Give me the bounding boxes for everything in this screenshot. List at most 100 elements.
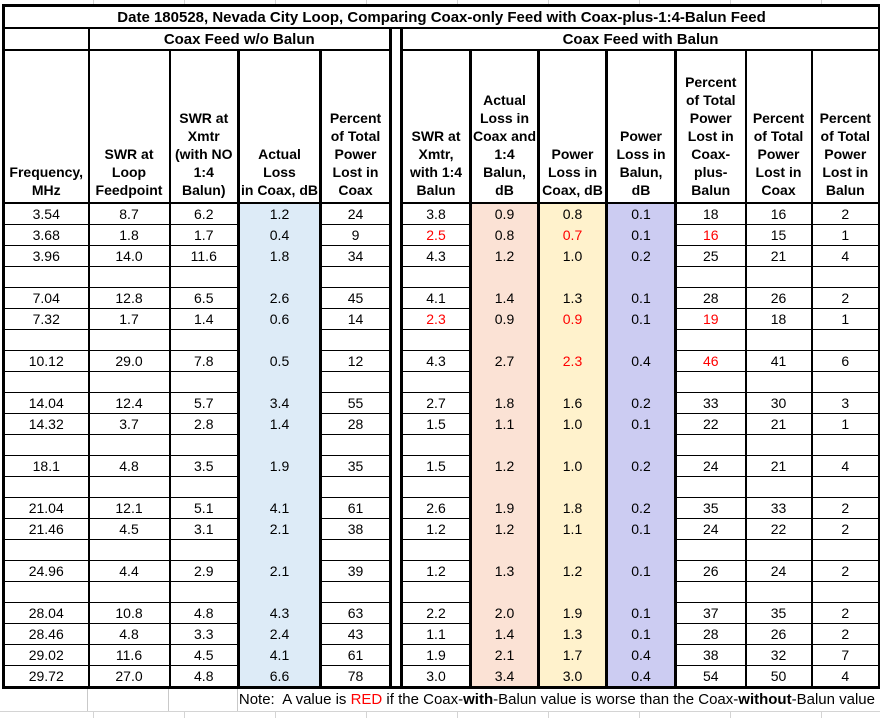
pct-lost-balun-cell[interactable]: [810, 371, 880, 393]
pct-lost-coax-cell[interactable]: 32: [744, 644, 813, 666]
frequency-cell[interactable]: 3.68: [2, 224, 90, 246]
pct-lost-coax-plus-balun-cell[interactable]: 28: [674, 623, 747, 645]
pct-lost-coax-plus-balun-cell[interactable]: [674, 371, 747, 393]
pct-power-lost-coax-cell[interactable]: 61: [319, 497, 392, 519]
pct-power-lost-coax-cell[interactable]: 38: [319, 518, 392, 540]
actual-loss-coax-balun-cell[interactable]: 1.3: [469, 560, 540, 582]
swr-xmtr-no-balun-cell[interactable]: 1.4: [168, 308, 240, 330]
power-loss-balun-cell[interactable]: 0.1: [605, 602, 677, 624]
column-header-swr-xmtr-balun[interactable]: SWR at Xmtr, with 1:4 Balun: [400, 49, 472, 204]
power-loss-balun-cell[interactable]: [605, 476, 677, 498]
pct-power-lost-coax-cell[interactable]: 9: [319, 224, 392, 246]
pct-power-lost-coax-cell[interactable]: 55: [319, 392, 392, 414]
pct-lost-coax-plus-balun-cell[interactable]: 25: [674, 245, 747, 267]
column-header-swr-loop-feedpoint[interactable]: SWR at Loop Feedpoint: [87, 49, 171, 204]
actual-loss-coax-cell[interactable]: 0.4: [237, 224, 322, 246]
swr-loop-feedpoint-cell[interactable]: 1.8: [87, 224, 171, 246]
power-loss-coax-cell[interactable]: [537, 371, 608, 393]
frequency-cell[interactable]: [2, 476, 90, 498]
power-loss-coax-cell[interactable]: 1.3: [537, 623, 608, 645]
swr-xmtr-no-balun-cell[interactable]: [168, 581, 240, 603]
frequency-cell[interactable]: 18.1: [2, 455, 90, 477]
actual-loss-coax-cell[interactable]: 4.1: [237, 644, 322, 666]
actual-loss-coax-balun-cell[interactable]: [469, 266, 540, 288]
swr-xmtr-no-balun-cell[interactable]: 5.1: [168, 497, 240, 519]
pct-lost-coax-plus-balun-cell[interactable]: 26: [674, 560, 747, 582]
swr-xmtr-balun-cell[interactable]: 1.5: [400, 413, 472, 435]
pct-lost-coax-cell[interactable]: [744, 434, 813, 456]
actual-loss-coax-cell[interactable]: 1.4: [237, 413, 322, 435]
power-loss-coax-cell[interactable]: [537, 539, 608, 561]
pct-lost-balun-cell[interactable]: [810, 434, 880, 456]
pct-lost-coax-plus-balun-cell[interactable]: 33: [674, 392, 747, 414]
swr-loop-feedpoint-cell[interactable]: [87, 539, 171, 561]
power-loss-balun-cell[interactable]: [605, 434, 677, 456]
swr-loop-feedpoint-cell[interactable]: [87, 434, 171, 456]
pct-power-lost-coax-cell[interactable]: [319, 371, 392, 393]
actual-loss-coax-balun-cell[interactable]: 1.8: [469, 392, 540, 414]
power-loss-coax-cell[interactable]: [537, 329, 608, 351]
pct-power-lost-coax-cell[interactable]: 45: [319, 287, 392, 309]
pct-power-lost-coax-cell[interactable]: [319, 434, 392, 456]
group-header-with-balun[interactable]: Coax Feed with Balun: [400, 27, 880, 51]
actual-loss-coax-cell[interactable]: [237, 329, 322, 351]
frequency-cell[interactable]: 28.04: [2, 602, 90, 624]
actual-loss-coax-cell[interactable]: [237, 581, 322, 603]
pct-lost-coax-cell[interactable]: [744, 266, 813, 288]
pct-lost-coax-plus-balun-cell[interactable]: [674, 329, 747, 351]
actual-loss-coax-balun-cell[interactable]: 1.4: [469, 623, 540, 645]
frequency-cell[interactable]: 7.32: [2, 308, 90, 330]
swr-loop-feedpoint-cell[interactable]: [87, 266, 171, 288]
pct-lost-coax-cell[interactable]: 35: [744, 602, 813, 624]
swr-xmtr-no-balun-cell[interactable]: 3.1: [168, 518, 240, 540]
column-header-actual-loss-coax-balun[interactable]: Actual Loss in Coax and 1:4 Balun, dB: [469, 49, 540, 204]
power-loss-coax-cell[interactable]: 1.9: [537, 602, 608, 624]
pct-lost-balun-cell[interactable]: 4: [810, 665, 880, 688]
swr-xmtr-balun-cell[interactable]: 1.5: [400, 455, 472, 477]
actual-loss-coax-balun-cell[interactable]: 0.9: [469, 308, 540, 330]
pct-power-lost-coax-cell[interactable]: 61: [319, 644, 392, 666]
power-loss-coax-cell[interactable]: 1.0: [537, 413, 608, 435]
frequency-cell[interactable]: [2, 371, 90, 393]
swr-xmtr-no-balun-cell[interactable]: 4.8: [168, 602, 240, 624]
power-loss-balun-cell[interactable]: 0.4: [605, 350, 677, 372]
swr-xmtr-balun-cell[interactable]: 2.5: [400, 224, 472, 246]
swr-loop-feedpoint-cell[interactable]: 12.8: [87, 287, 171, 309]
swr-loop-feedpoint-cell[interactable]: 3.7: [87, 413, 171, 435]
power-loss-coax-cell[interactable]: 1.2: [537, 560, 608, 582]
swr-xmtr-no-balun-cell[interactable]: [168, 539, 240, 561]
power-loss-balun-cell[interactable]: 0.1: [605, 413, 677, 435]
actual-loss-coax-cell[interactable]: [237, 371, 322, 393]
swr-xmtr-no-balun-cell[interactable]: 2.9: [168, 560, 240, 582]
pct-lost-coax-plus-balun-cell[interactable]: 35: [674, 497, 747, 519]
pct-lost-balun-cell[interactable]: 4: [810, 455, 880, 477]
pct-lost-coax-plus-balun-cell[interactable]: [674, 539, 747, 561]
power-loss-coax-cell[interactable]: 1.6: [537, 392, 608, 414]
frequency-cell[interactable]: 3.54: [2, 202, 90, 225]
pct-power-lost-coax-cell[interactable]: 43: [319, 623, 392, 645]
power-loss-coax-cell[interactable]: 0.8: [537, 202, 608, 225]
pct-lost-coax-plus-balun-cell[interactable]: 19: [674, 308, 747, 330]
swr-xmtr-balun-cell[interactable]: 1.2: [400, 560, 472, 582]
swr-xmtr-balun-cell[interactable]: [400, 539, 472, 561]
pct-lost-coax-cell[interactable]: [744, 329, 813, 351]
swr-xmtr-no-balun-cell[interactable]: 1.7: [168, 224, 240, 246]
actual-loss-coax-balun-cell[interactable]: [469, 539, 540, 561]
actual-loss-coax-balun-cell[interactable]: 1.1: [469, 413, 540, 435]
pct-lost-coax-plus-balun-cell[interactable]: 22: [674, 413, 747, 435]
power-loss-coax-cell[interactable]: 1.7: [537, 644, 608, 666]
power-loss-coax-cell[interactable]: 2.3: [537, 350, 608, 372]
actual-loss-coax-balun-cell[interactable]: 2.0: [469, 602, 540, 624]
actual-loss-coax-balun-cell[interactable]: 0.9: [469, 202, 540, 225]
swr-xmtr-balun-cell[interactable]: 2.3: [400, 308, 472, 330]
power-loss-balun-cell[interactable]: [605, 266, 677, 288]
pct-lost-coax-cell[interactable]: 50: [744, 665, 813, 688]
pct-lost-coax-plus-balun-cell[interactable]: 46: [674, 350, 747, 372]
pct-lost-balun-cell[interactable]: [810, 539, 880, 561]
pct-power-lost-coax-cell[interactable]: 14: [319, 308, 392, 330]
swr-loop-feedpoint-cell[interactable]: 14.0: [87, 245, 171, 267]
frequency-cell[interactable]: 29.72: [2, 665, 90, 688]
frequency-cell[interactable]: 29.02: [2, 644, 90, 666]
actual-loss-coax-cell[interactable]: 2.1: [237, 560, 322, 582]
power-loss-coax-cell[interactable]: 0.9: [537, 308, 608, 330]
